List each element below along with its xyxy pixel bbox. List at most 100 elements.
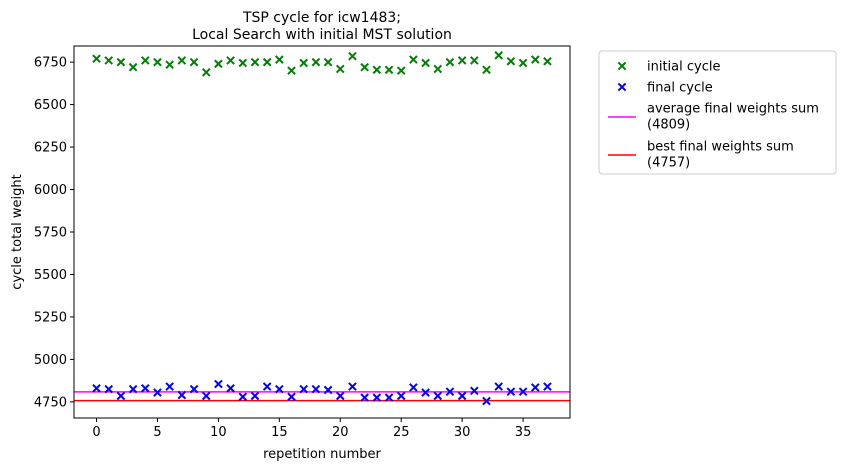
y-axis-label: cycle total weight [10,174,25,289]
initial-cycle-point [116,57,126,67]
final-cycle-point [348,382,357,391]
final-cycle-point [445,387,455,396]
y-tick-label: 6750 [34,56,67,71]
initial-cycle-point [457,56,467,65]
data-markers [92,51,552,406]
final-cycle-point [530,383,540,392]
final-cycle-point [177,390,187,400]
initial-cycle-point [128,62,138,72]
final-cycle-point [104,384,114,394]
initial-cycle-point [384,65,394,75]
final-cycle-point [153,388,162,397]
initial-cycle-point [482,65,491,75]
initial-cycle-point [506,56,516,66]
final-cycle-point [482,396,491,406]
initial-cycle-point [348,51,357,61]
legend-label-final: final cycle [647,81,713,96]
initial-cycle-point [104,56,114,65]
initial-cycle-point [214,59,223,69]
final-cycle-point [396,391,406,401]
y-tick-label: 5250 [34,310,67,325]
initial-cycle-point [92,54,101,64]
legend-frame [598,50,837,175]
final-cycle-point [92,383,101,393]
plot-area [74,46,570,418]
legend-marker-initial [617,61,627,71]
x-tick-label: 30 [454,425,471,440]
y-tick-label: 6500 [34,98,67,113]
chart-title: TSP cycle for icw1483; Local Search with… [192,10,452,43]
initial-cycle-point [238,58,248,68]
initial-cycle-point [275,55,284,64]
initial-cycle-point [433,64,443,74]
y-tick-label: 6250 [34,141,67,156]
initial-cycle-point [518,58,528,68]
x-tick-label: 20 [332,425,349,440]
y-tick-label: 5000 [34,353,67,368]
initial-cycle-point [360,62,369,72]
initial-cycle-point [201,68,211,77]
y-tick-label: 5750 [34,226,67,241]
final-cycle-point [287,392,296,402]
final-cycle-point [494,382,504,391]
final-cycle-point [384,393,394,402]
initial-cycle-point [287,66,296,75]
final-cycle-point [262,382,272,391]
y-axis-ticks: 4750 5000 5250 5500 5750 6000 6250 6500 6750 [34,56,74,410]
x-tick-label: 35 [515,425,532,440]
final-cycle-point [275,384,284,394]
final-cycle-point [128,384,138,394]
chart-title-line-1: TSP cycle for icw1483; [242,10,401,26]
x-tick-label: 0 [92,425,100,440]
x-tick-label: 25 [393,425,410,440]
final-cycle-point [201,391,211,401]
initial-cycle-point [530,55,540,64]
initial-cycle-point [396,66,406,75]
initial-cycle-point [323,57,333,67]
final-cycle-point [214,379,223,389]
final-cycle-point [238,392,248,402]
initial-cycle-point [494,51,504,60]
final-cycle-point [299,384,309,394]
final-cycle-point [506,387,516,396]
y-tick-label: 6000 [34,183,67,198]
initial-cycle-point [177,56,187,65]
initial-cycle-point [299,58,309,68]
initial-cycle-point [226,56,235,65]
initial-cycle-point [189,57,199,67]
initial-cycle-point [421,58,430,68]
legend-label-average: average final weights sum (4809) [647,102,819,133]
final-cycle-point [457,391,467,401]
final-cycle-point [518,387,528,396]
x-axis-ticks: 0 5 10 15 20 25 30 35 [92,418,531,440]
final-cycle-point [140,383,150,393]
final-cycle-point [311,384,321,394]
legend-label-best: best final weights sum (4757) [647,140,794,171]
initial-cycle-point [165,60,174,69]
legend: initial cycle final cycle average final we… [598,50,837,175]
initial-cycle-point [250,57,260,67]
final-cycle-point [116,391,126,401]
initial-cycle-point [543,56,552,66]
final-cycle-point [360,393,369,402]
final-cycle-point [372,393,382,402]
initial-cycle-point [335,64,345,74]
final-cycle-point [323,385,333,395]
initial-cycle-point [372,65,382,75]
x-axis-label: repetition number [263,447,381,462]
y-tick-label: 4750 [34,395,67,410]
x-tick-label: 10 [210,425,227,440]
final-cycle-point [335,391,345,401]
legend-label-initial: initial cycle [647,60,720,75]
initial-cycle-point [409,55,418,64]
final-cycle-point [433,391,443,401]
x-tick-label: 5 [153,425,161,440]
initial-cycle-point [140,56,150,65]
final-cycle-point [543,382,552,391]
final-cycle-point [226,383,235,393]
initial-cycle-point [311,57,321,67]
final-cycle-point [189,384,199,394]
y-tick-label: 5500 [34,268,67,283]
initial-cycle-point [470,56,479,65]
chart-title-line-2: Local Search with initial MST solution [192,27,452,43]
